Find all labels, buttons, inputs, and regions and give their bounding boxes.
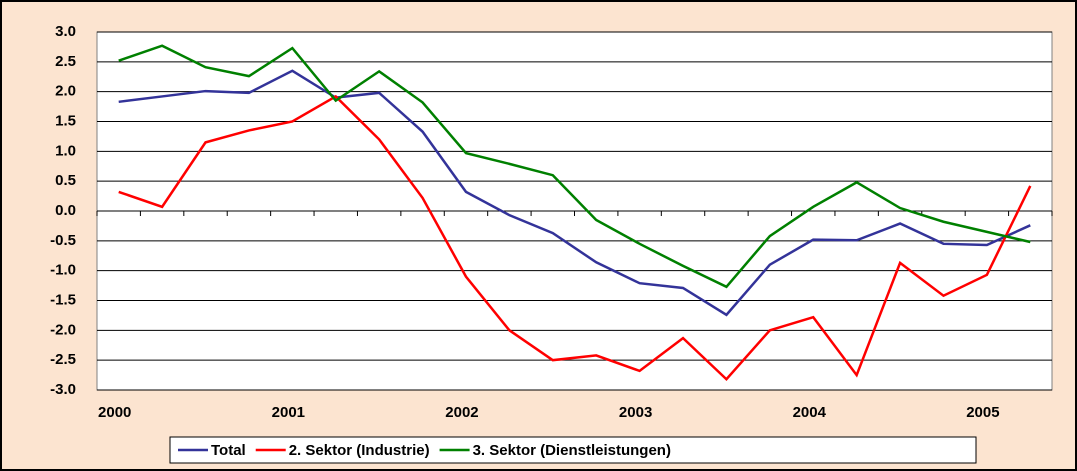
- x-tick-label: 2001: [272, 404, 305, 421]
- series-line: [118, 94, 1032, 382]
- y-tick-label: -0.5: [50, 232, 76, 249]
- legend-label: 3. Sektor (Dienstleistungen): [473, 442, 671, 459]
- y-tick-label: -1.0: [50, 262, 76, 279]
- x-tick-label: 2004: [793, 404, 827, 421]
- y-tick-label: 3.0: [55, 23, 76, 40]
- legend-label: 2. Sektor (Industrie): [289, 442, 430, 459]
- series-line: [118, 69, 1031, 317]
- y-tick-label: -2.0: [50, 321, 76, 338]
- y-tick-label: 0.0: [55, 202, 76, 219]
- y-tick-label: 2.0: [55, 83, 76, 100]
- y-tick-label: 1.0: [55, 142, 76, 159]
- x-tick-label: 2000: [98, 404, 131, 421]
- x-tick-label: 2003: [619, 404, 652, 421]
- y-tick-label: 2.5: [55, 53, 76, 70]
- y-tick-label: -2.5: [50, 351, 76, 368]
- series-line: [118, 44, 1031, 289]
- legend-box: [169, 436, 977, 464]
- y-tick-label: -1.5: [50, 291, 76, 308]
- x-tick-label: 2002: [445, 404, 478, 421]
- legend-label: Total: [211, 442, 246, 459]
- y-tick-label: 1.5: [55, 112, 76, 129]
- x-tick-label: 2005: [966, 404, 999, 421]
- y-tick-label: -3.0: [50, 381, 76, 398]
- y-tick-label: 0.5: [55, 172, 76, 189]
